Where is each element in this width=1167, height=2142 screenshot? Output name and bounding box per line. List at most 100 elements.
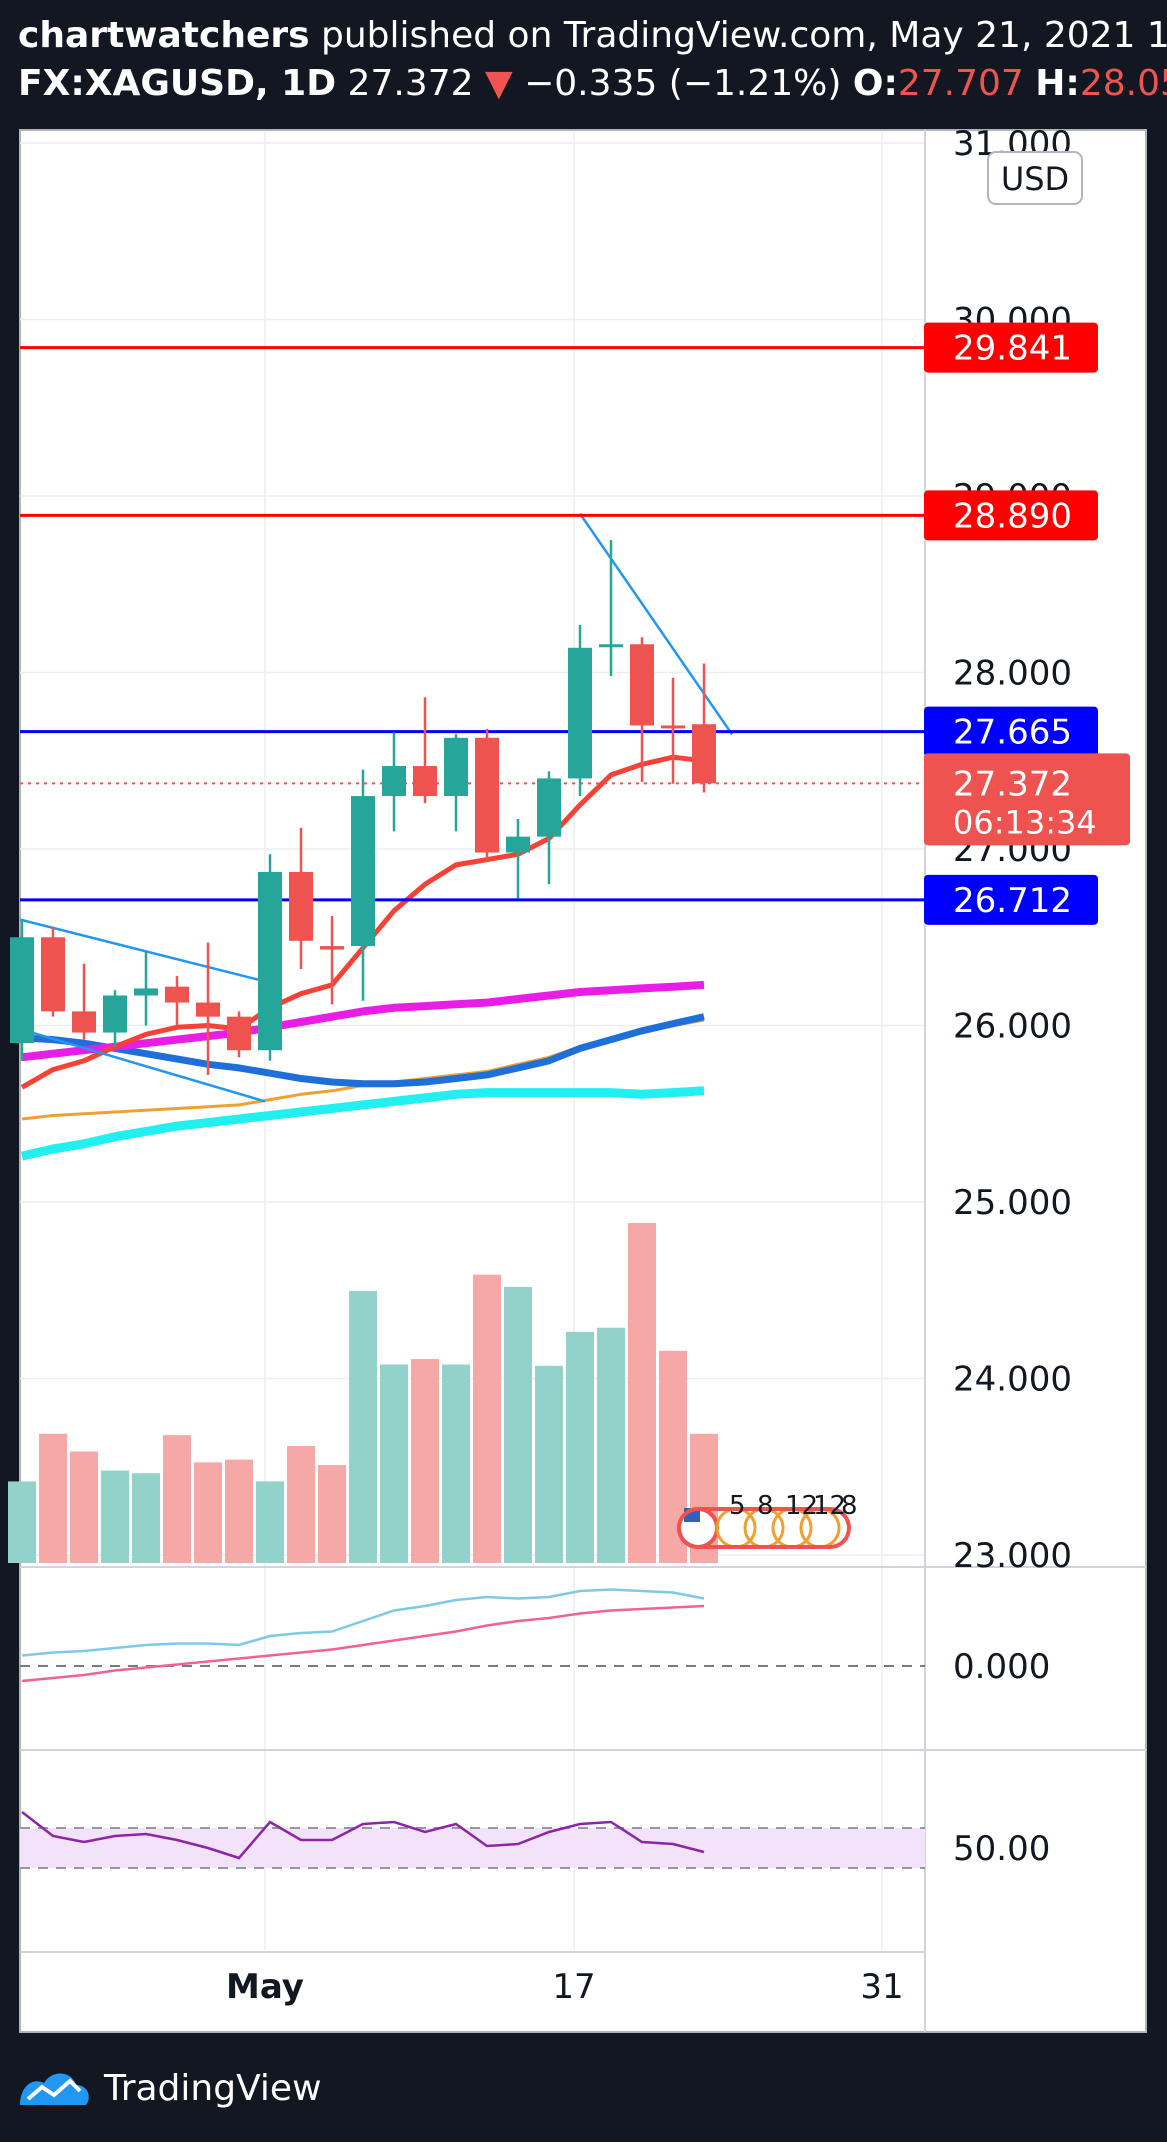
footer: TradingView (14, 2058, 322, 2118)
level-badge (924, 706, 1098, 757)
publish-line: chartwatchers published on TradingView.c… (18, 12, 1167, 60)
macd-zero-label: 0.000 (953, 1647, 1050, 1687)
chart-area (19, 129, 1147, 2033)
level-badge (924, 490, 1098, 541)
volume-bar (287, 1446, 315, 1563)
event-count: 8 (757, 1491, 774, 1521)
last-price-badge (924, 753, 1130, 846)
candle-body (103, 995, 127, 1033)
candle-body (41, 937, 65, 1012)
sma-blue-line (21, 1013, 705, 1088)
open-value: 27.707 (897, 63, 1024, 104)
time-tick-label: 31 (860, 1967, 903, 2007)
candle-body (506, 836, 530, 853)
open-label: O: (852, 63, 898, 104)
volume-bar (225, 1459, 253, 1563)
level-badge (924, 322, 1098, 373)
author-name[interactable]: chartwatchers (18, 15, 310, 56)
volume-bar (163, 1435, 191, 1563)
rsi-line (21, 1811, 705, 1860)
volume-bar (380, 1364, 408, 1563)
candle-body (475, 737, 499, 853)
candle-body (196, 1002, 220, 1017)
event-count: 8 (841, 1491, 858, 1521)
sma-magenta-line (21, 980, 705, 1062)
ohlc-line: FX:XAGUSD, 1D 27.372 ▼ −0.335 (−1.21%) O… (18, 60, 1167, 108)
volume-bar (101, 1470, 129, 1563)
event-group-outline (677, 1507, 851, 1549)
candle-body (599, 644, 623, 648)
candle-body (630, 644, 654, 726)
volume-bar (504, 1286, 532, 1563)
last-price-label: 27.372 (953, 764, 1072, 804)
candle-body (444, 737, 468, 797)
candle-body (258, 871, 282, 1051)
volume-bar (566, 1331, 594, 1563)
volume-bar (442, 1364, 470, 1563)
level-badge-label: 26.712 (953, 881, 1072, 921)
candle-body (413, 766, 437, 797)
candle-body (661, 725, 685, 729)
chart-header: chartwatchers published on TradingView.c… (18, 12, 1167, 122)
volume-bar (132, 1473, 160, 1563)
candle-body (537, 778, 561, 837)
time-tick-label: 17 (552, 1967, 595, 2007)
macd-signal-line (21, 1604, 705, 1683)
event-count: 12 (785, 1491, 818, 1521)
candle-body (10, 937, 34, 1044)
macd-pane (20, 1588, 925, 1683)
level-badge-label: 27.665 (953, 713, 1072, 753)
volume-bar (194, 1462, 222, 1563)
sma-cyan-line (20, 1086, 705, 1161)
macd-line (21, 1588, 705, 1657)
rsi-pane (20, 1811, 925, 1869)
trend-line-lower (19, 1027, 266, 1103)
candle-body (692, 724, 716, 784)
price-tick-label: 25.000 (953, 1183, 1072, 1223)
price-tick-label: 24.000 (953, 1360, 1072, 1400)
time-tick-label: May (226, 1967, 304, 2007)
currency-badge-label: USD (1001, 160, 1069, 198)
tradingview-brand[interactable]: TradingView (104, 2067, 322, 2109)
candle-body (289, 871, 313, 941)
high-value: 28.051 (1079, 63, 1167, 104)
volume-bar (628, 1223, 656, 1563)
volume-bar (535, 1365, 563, 1563)
trend-line-descending (578, 512, 734, 735)
level-badge-label: 28.890 (953, 496, 1072, 536)
volume-bar (70, 1451, 98, 1563)
price-tick-label: 26.000 (953, 1007, 1072, 1047)
rsi-band (20, 1828, 925, 1868)
event-count: 12 (813, 1491, 846, 1521)
candle-body (351, 796, 375, 947)
volume-bar (473, 1274, 501, 1563)
trend-line-upper (19, 918, 266, 983)
horizontal-levels[interactable] (20, 346, 925, 902)
candlesticks[interactable] (10, 540, 716, 1075)
rsi-tick-label: 50.00 (953, 1829, 1050, 1869)
volume-bar (349, 1291, 377, 1563)
symbol-label[interactable]: FX:XAGUSD, 1D (18, 63, 337, 104)
currency-badge (987, 151, 1083, 205)
candle-body (165, 986, 189, 1003)
candle-body (227, 1016, 251, 1051)
volume-bar (39, 1433, 67, 1563)
price-tick-label: 23.000 (953, 1536, 1072, 1576)
tradingview-logo-icon (20, 2073, 89, 2105)
level-badge-label: 29.841 (953, 329, 1072, 369)
candle-body (72, 1011, 96, 1033)
last-price-text: 27.372 (347, 63, 474, 104)
event-count: 5 (729, 1491, 746, 1521)
candle-body (134, 988, 158, 996)
candle-body (320, 946, 344, 950)
published-text: published on TradingView.com, May 21, 20… (321, 15, 1167, 56)
volume-bar (597, 1327, 625, 1563)
countdown-label: 06:13:34 (953, 803, 1097, 841)
volume-bar (8, 1481, 36, 1563)
price-tick-label: 28.000 (953, 654, 1072, 694)
trend-lines (19, 512, 734, 1103)
level-badge (924, 874, 1098, 925)
